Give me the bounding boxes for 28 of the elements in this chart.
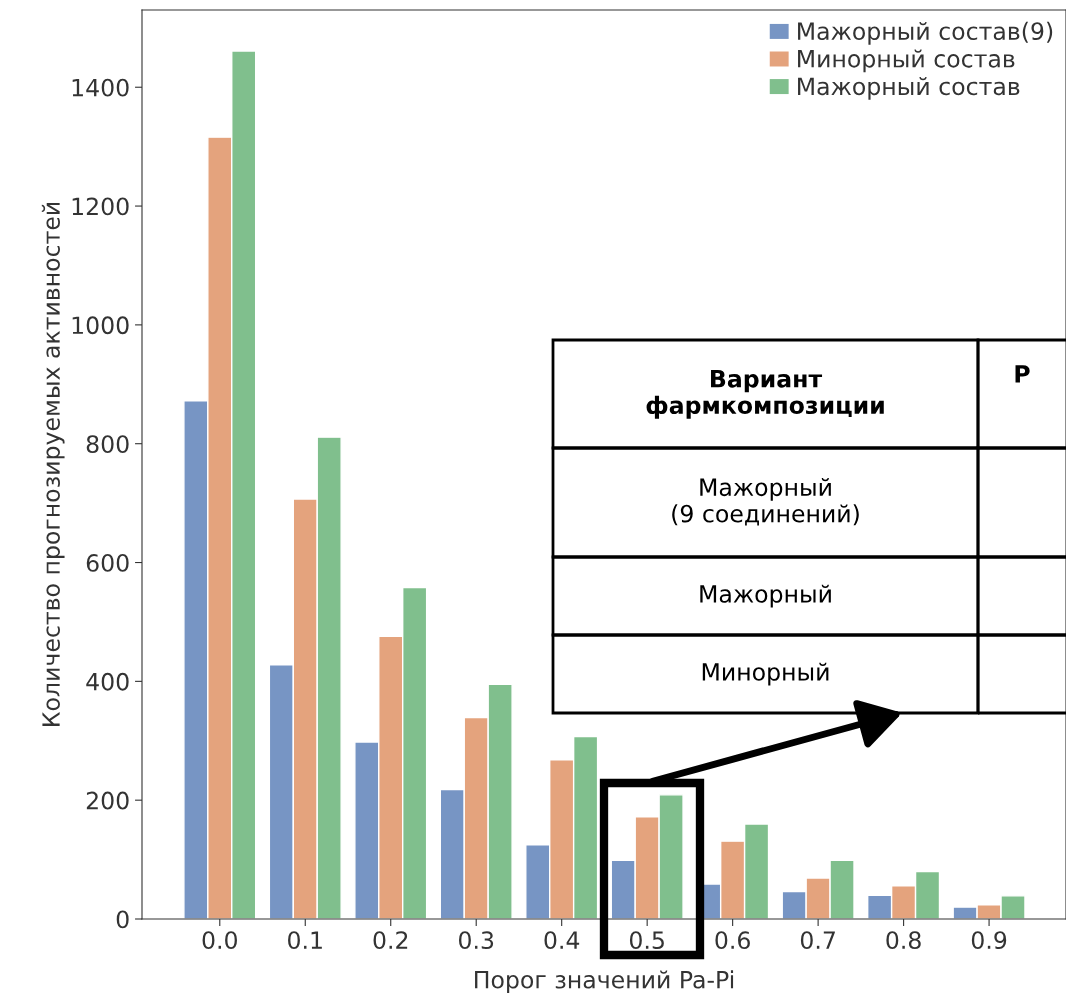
x-axis-title: Порог значений Pa-Pi	[475, 970, 734, 993]
x-tick-label: 0.9	[971, 931, 1007, 950]
annotation: Мажорный (9 соединений)	[672, 477, 859, 526]
x-tick-label: 0.0	[202, 931, 237, 950]
annotation: Минорный	[702, 662, 829, 686]
y-tick-label: 400	[86, 672, 129, 691]
x-tick-label: 0.3	[459, 931, 494, 950]
annotation: Р	[1015, 365, 1030, 383]
legend-label: Минорный состав	[798, 49, 1015, 73]
y-tick-label: 800	[86, 435, 129, 454]
y-tick-label: 1400	[72, 78, 129, 97]
y-tick-label: 600	[86, 553, 129, 572]
x-tick-label: 0.5	[629, 931, 664, 950]
y-axis-title: Количество прогнозируемых активностей	[41, 202, 65, 726]
y-tick-label: 200	[86, 791, 129, 810]
y-tick-label: 1000	[72, 316, 129, 335]
annotation: Вариант фармкомпозиции	[646, 370, 884, 419]
x-tick-label: 0.6	[715, 931, 750, 950]
y-tick-label: 0	[116, 910, 129, 929]
x-tick-label: 0.8	[886, 931, 921, 950]
x-tick-label: 0.1	[288, 931, 322, 950]
y-tick-label: 1200	[72, 197, 129, 216]
x-tick-label: 0.7	[800, 931, 835, 950]
x-tick-label: 0.2	[373, 931, 408, 950]
annotation: Мажорный	[700, 584, 831, 608]
x-tick-label: 0.4	[544, 931, 580, 950]
legend-label: Мажорный состав	[798, 77, 1020, 100]
legend-label: Мажорный состав(9)	[798, 21, 1053, 45]
